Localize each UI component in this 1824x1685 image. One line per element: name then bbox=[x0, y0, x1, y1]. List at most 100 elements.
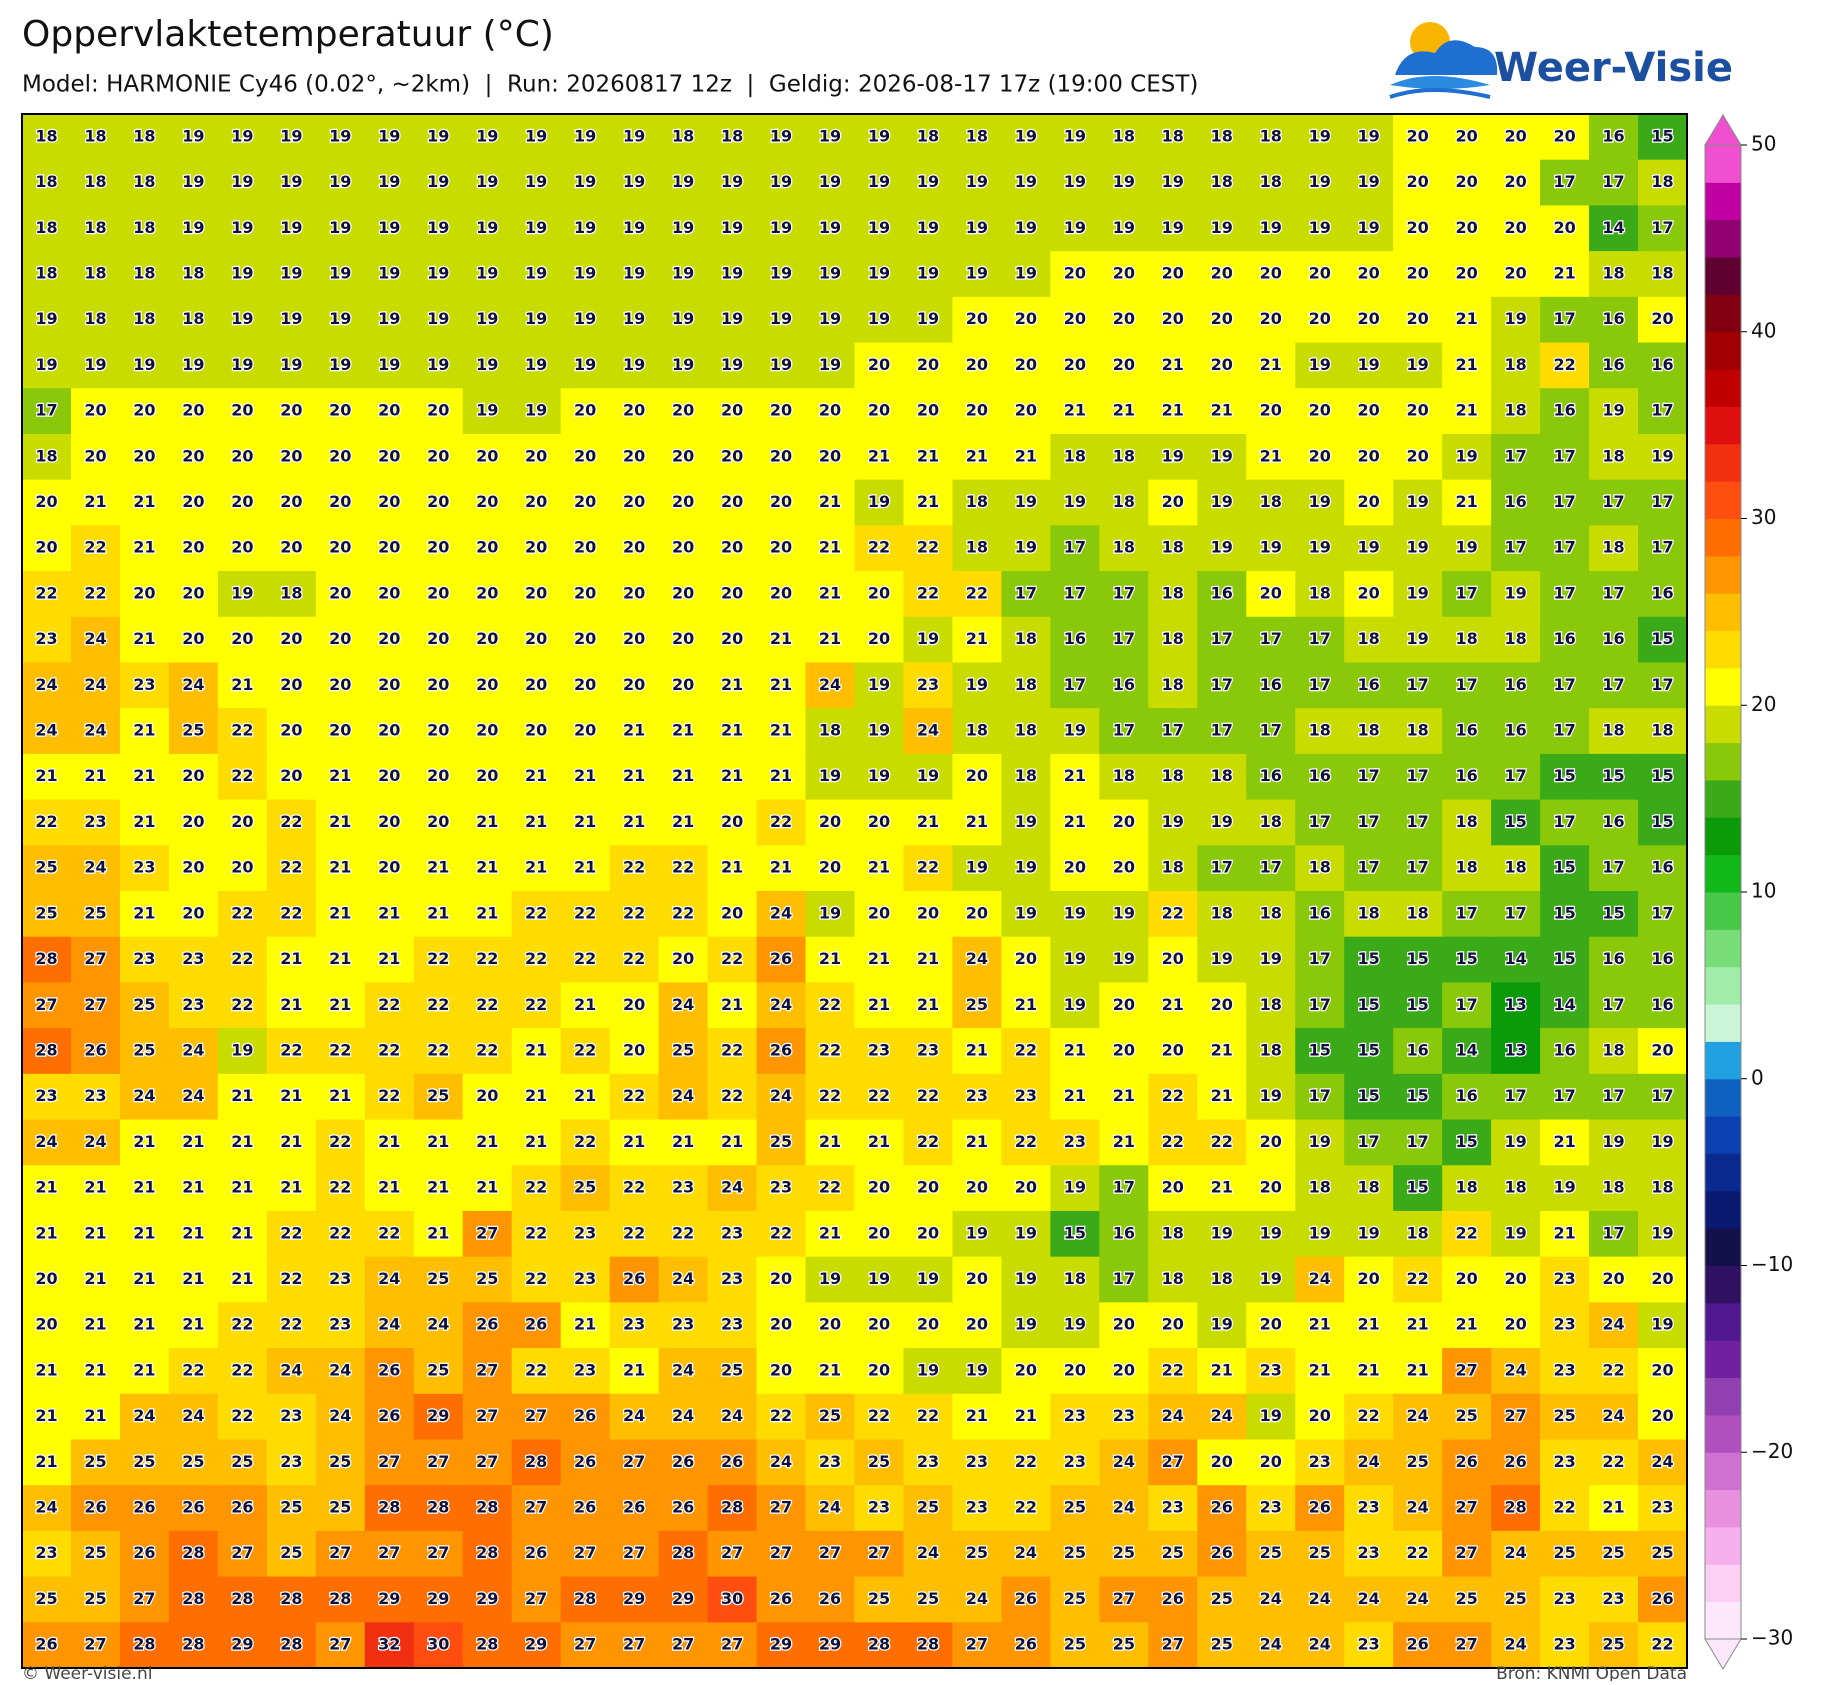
temperature-cell bbox=[658, 1119, 709, 1166]
temperature-cell bbox=[413, 662, 464, 709]
temperature-label: 19 bbox=[623, 309, 645, 328]
temperature-label: 23 bbox=[1358, 1498, 1380, 1517]
temperature-cell bbox=[1001, 571, 1051, 618]
temperature-cell bbox=[952, 616, 1002, 663]
temperature-cell bbox=[805, 753, 855, 801]
temperature-label: 20 bbox=[966, 401, 988, 420]
temperature-label: 17 bbox=[1651, 401, 1673, 420]
temperature-cell bbox=[1148, 479, 1198, 526]
temperature-cell bbox=[168, 1028, 219, 1075]
temperature-label: 19 bbox=[1309, 172, 1331, 191]
temperature-cell bbox=[1197, 525, 1247, 572]
temperature-cell bbox=[854, 571, 904, 618]
temperature-label: 20 bbox=[476, 538, 498, 557]
subtitle: Model: HARMONIE Cy46 (0.02°, ~2km) | Run… bbox=[22, 72, 1198, 98]
temperature-cell bbox=[511, 845, 562, 892]
temperature-cell bbox=[1295, 1393, 1345, 1440]
temperature-label: 20 bbox=[280, 675, 302, 694]
temperature-cell bbox=[903, 433, 953, 481]
temperature-cell bbox=[217, 1485, 268, 1532]
temperature-cell bbox=[1344, 799, 1394, 846]
temperature-label: 21 bbox=[819, 949, 841, 968]
temperature-label: 20 bbox=[721, 446, 743, 465]
temperature-label: 24 bbox=[182, 1406, 204, 1425]
temperature-cell bbox=[1393, 296, 1443, 344]
temperature-cell bbox=[560, 891, 611, 938]
temperature-cell bbox=[854, 891, 904, 938]
temperature-cell bbox=[952, 1256, 1002, 1303]
temperature-label: 19 bbox=[623, 126, 645, 145]
temperature-label: 20 bbox=[623, 583, 645, 602]
temperature-cell bbox=[854, 982, 904, 1029]
temperature-label: 23 bbox=[966, 1498, 988, 1517]
temperature-label: 21 bbox=[84, 1406, 106, 1425]
temperature-label: 25 bbox=[329, 1452, 351, 1471]
temperature-label: 19 bbox=[1309, 1223, 1331, 1242]
colorbar-bin bbox=[1705, 518, 1741, 557]
temperature-cell bbox=[1589, 1302, 1639, 1349]
temperature-cell bbox=[1491, 662, 1541, 709]
temperature-label: 26 bbox=[378, 1406, 400, 1425]
temperature-cell bbox=[1442, 891, 1492, 938]
temperature-label: 22 bbox=[1162, 1360, 1184, 1379]
temperature-label: 22 bbox=[231, 1360, 253, 1379]
temperature-label: 17 bbox=[1358, 766, 1380, 785]
temperature-label: 20 bbox=[280, 629, 302, 648]
temperature-label: 23 bbox=[329, 1269, 351, 1288]
temperature-cell bbox=[119, 1119, 170, 1166]
temperature-cell bbox=[413, 1073, 464, 1121]
temperature-label: 24 bbox=[35, 1132, 57, 1151]
temperature-cell bbox=[1344, 891, 1394, 938]
temperature-cell bbox=[903, 1073, 953, 1121]
temperature-label: 28 bbox=[280, 1589, 302, 1608]
temperature-label: 20 bbox=[1309, 1406, 1331, 1425]
temperature-label: 19 bbox=[476, 172, 498, 191]
temperature-label: 21 bbox=[770, 675, 792, 694]
temperature-cell bbox=[952, 159, 1002, 206]
temperature-label: 17 bbox=[1455, 903, 1477, 922]
colorbar-bin bbox=[1705, 667, 1741, 706]
temperature-label: 17 bbox=[1309, 1086, 1331, 1105]
temperature-cell bbox=[315, 1028, 366, 1075]
temperature-cell bbox=[805, 845, 855, 892]
temperature-label: 19 bbox=[231, 1040, 253, 1059]
temperature-label: 19 bbox=[84, 355, 106, 374]
temperature-label: 25 bbox=[1602, 1635, 1624, 1654]
temperature-cell bbox=[1001, 1393, 1051, 1440]
temperature-label: 28 bbox=[476, 1635, 498, 1654]
temperature-cell bbox=[707, 1439, 758, 1486]
temperature-label: 20 bbox=[623, 675, 645, 694]
temperature-label: 19 bbox=[1260, 949, 1282, 968]
temperature-cell bbox=[217, 1165, 268, 1212]
temperature-cell bbox=[1099, 159, 1149, 206]
temperature-label: 21 bbox=[35, 766, 57, 785]
temperature-label: 23 bbox=[868, 1040, 890, 1059]
temperature-cell bbox=[70, 662, 121, 709]
temperature-cell bbox=[70, 845, 121, 892]
temperature-cell bbox=[952, 1393, 1002, 1440]
footer-right: Bron: KNMI Open Data bbox=[1496, 1664, 1687, 1681]
temperature-cell bbox=[1197, 114, 1247, 161]
temperature-label: 20 bbox=[1358, 263, 1380, 282]
temperature-label: 20 bbox=[1553, 126, 1575, 145]
temperature-cell bbox=[413, 891, 464, 938]
temperature-label: 19 bbox=[1064, 949, 1086, 968]
temperature-label: 21 bbox=[133, 1178, 155, 1197]
temperature-cell bbox=[756, 662, 807, 709]
temperature-cell bbox=[413, 1119, 464, 1166]
temperature-label: 24 bbox=[84, 858, 106, 877]
temperature-label: 24 bbox=[770, 1452, 792, 1471]
temperature-cell bbox=[315, 1348, 366, 1395]
temperature-cell bbox=[1491, 159, 1541, 206]
temperature-label: 14 bbox=[1553, 995, 1575, 1014]
temperature-label: 25 bbox=[1602, 1543, 1624, 1562]
temperature-label: 18 bbox=[1260, 903, 1282, 922]
temperature-cell bbox=[805, 616, 855, 663]
temperature-label: 17 bbox=[1211, 721, 1233, 740]
temperature-cell bbox=[168, 159, 219, 206]
temperature-label: 19 bbox=[1309, 492, 1331, 511]
temperature-cell bbox=[1099, 114, 1149, 161]
temperature-label: 23 bbox=[1358, 1635, 1380, 1654]
temperature-label: 19 bbox=[1064, 218, 1086, 237]
temperature-label: 23 bbox=[1553, 1269, 1575, 1288]
